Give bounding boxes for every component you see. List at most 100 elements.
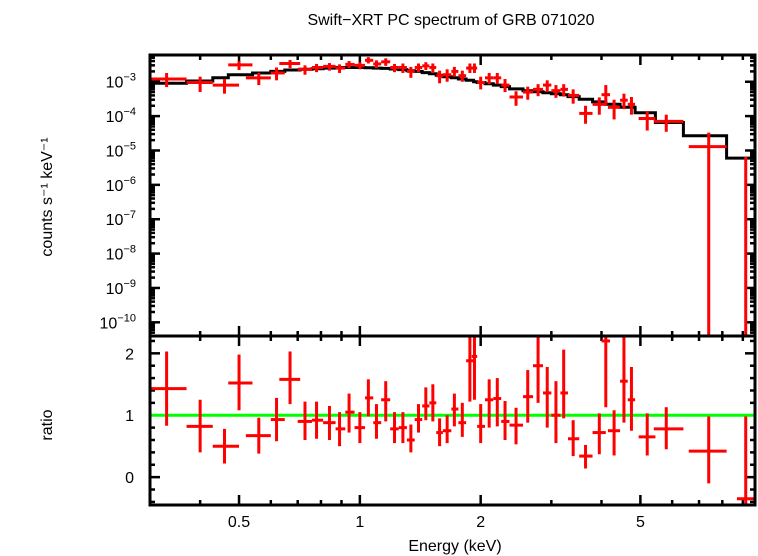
data-point: [451, 66, 459, 77]
y-tick-label-exponent: −8: [123, 244, 136, 256]
ratio-point: [607, 410, 621, 456]
data-point: [297, 65, 313, 75]
ratio-point: [436, 418, 443, 447]
plot-frames: [148, 53, 757, 507]
ratio-y-tick-label: 0: [125, 470, 134, 487]
ratio-point: [312, 401, 324, 439]
y-tick-label: 10−10: [100, 312, 136, 332]
ratio-point: [477, 404, 485, 444]
data-point: [627, 96, 636, 115]
data-point: [592, 97, 606, 115]
ratio-point: [466, 336, 474, 402]
x-ticks: [148, 55, 745, 505]
top-y-axis-label: counts s⁻¹ keV⁻¹: [39, 137, 56, 256]
ratio-y-tick-labels: 0 1 2: [125, 346, 134, 487]
ratio-y-tick-label: 1: [125, 408, 134, 425]
data-point: [471, 63, 478, 73]
chart-title: Swift−XRT PC spectrum of GRB 071020: [307, 12, 594, 29]
y-tick-label: 10−3: [106, 72, 136, 92]
data-point: [373, 60, 382, 69]
y-tick-label-base: 10: [106, 75, 124, 92]
y-tick-label-exponent: −3: [123, 72, 136, 84]
data-point: [484, 72, 494, 85]
data-point: [365, 57, 374, 64]
data-point: [212, 79, 240, 94]
data-point: [245, 72, 271, 86]
x-tick-label: 0.5: [228, 514, 250, 531]
top-y-ticks: [150, 53, 755, 338]
data-point: [429, 63, 437, 73]
data-point: [406, 66, 415, 78]
data-point: [335, 64, 346, 73]
spectrum-panel-frame: [148, 53, 757, 338]
data-point: [345, 61, 355, 69]
ratio-point: [335, 412, 346, 447]
y-tick-label-base: 10: [100, 315, 118, 332]
ratio-point: [509, 407, 524, 445]
data-point: [270, 67, 285, 81]
ratio-point: [442, 415, 452, 444]
y-tick-label: 10−9: [106, 278, 136, 298]
ratio-point: [365, 379, 374, 417]
ratio-y-tick-label: 2: [125, 346, 134, 363]
y-tick-label: 10−7: [106, 209, 136, 229]
data-point: [390, 63, 399, 73]
data-point: [560, 84, 568, 97]
ratio-point: [627, 366, 636, 431]
data-point: [551, 85, 561, 98]
ratio-point: [390, 412, 399, 444]
data-point: [150, 72, 187, 88]
ratio-point: [567, 420, 580, 457]
data-point: [532, 84, 544, 97]
y-tick-label-exponent: −7: [123, 209, 136, 221]
ratio-point: [429, 384, 437, 422]
data-point: [228, 61, 253, 70]
data-point: [523, 86, 533, 100]
data-point: [442, 69, 452, 82]
ratio-point: [638, 413, 656, 456]
data-point: [354, 62, 366, 70]
ratio-point: [451, 393, 459, 427]
data-point: [323, 63, 336, 71]
ratio-panel-frame: [148, 334, 757, 507]
ratio-point: [471, 336, 478, 400]
data-point: [436, 70, 443, 84]
y-tick-label-exponent: −9: [123, 278, 136, 290]
data-point: [186, 76, 213, 93]
y-tick-label: 10−4: [106, 106, 136, 126]
y-tick-label-exponent: −10: [117, 312, 136, 324]
x-axis-label: Energy (keV): [408, 538, 501, 555]
y-tick-label-exponent: −4: [123, 106, 136, 118]
ratio-point: [150, 351, 187, 426]
y-tick-label: 10−5: [106, 140, 136, 160]
data-point: [422, 62, 430, 70]
data-point: [398, 63, 407, 73]
y-tick-label-base: 10: [106, 109, 124, 126]
data-point: [638, 111, 656, 131]
data-point: [509, 91, 524, 106]
y-tick-label: 10−6: [106, 175, 136, 195]
ratio-point: [736, 416, 755, 505]
ratio-point: [493, 378, 502, 427]
ratio-point: [560, 349, 568, 419]
ratio-point: [345, 393, 355, 433]
model-step-line: [150, 66, 755, 160]
y-tick-label: 10−8: [106, 244, 136, 264]
y-tick-label-exponent: −5: [123, 140, 136, 152]
ratio-point: [422, 387, 430, 421]
y-tick-label-base: 10: [106, 212, 124, 229]
ratio-point: [523, 370, 533, 423]
top-y-axis-label-text: counts s⁻¹ keV⁻¹: [39, 137, 56, 256]
ratio-point: [186, 399, 213, 453]
data-point: [653, 114, 684, 132]
ratio-point: [297, 401, 313, 440]
ratio-point: [373, 404, 382, 439]
ratio-point: [543, 366, 552, 428]
data-point: [620, 93, 628, 110]
data-point: [601, 85, 611, 106]
ratio-point: [398, 412, 407, 444]
y-tick-label-base: 10: [106, 247, 124, 264]
data-point: [381, 58, 391, 66]
ratio-point: [406, 424, 415, 453]
